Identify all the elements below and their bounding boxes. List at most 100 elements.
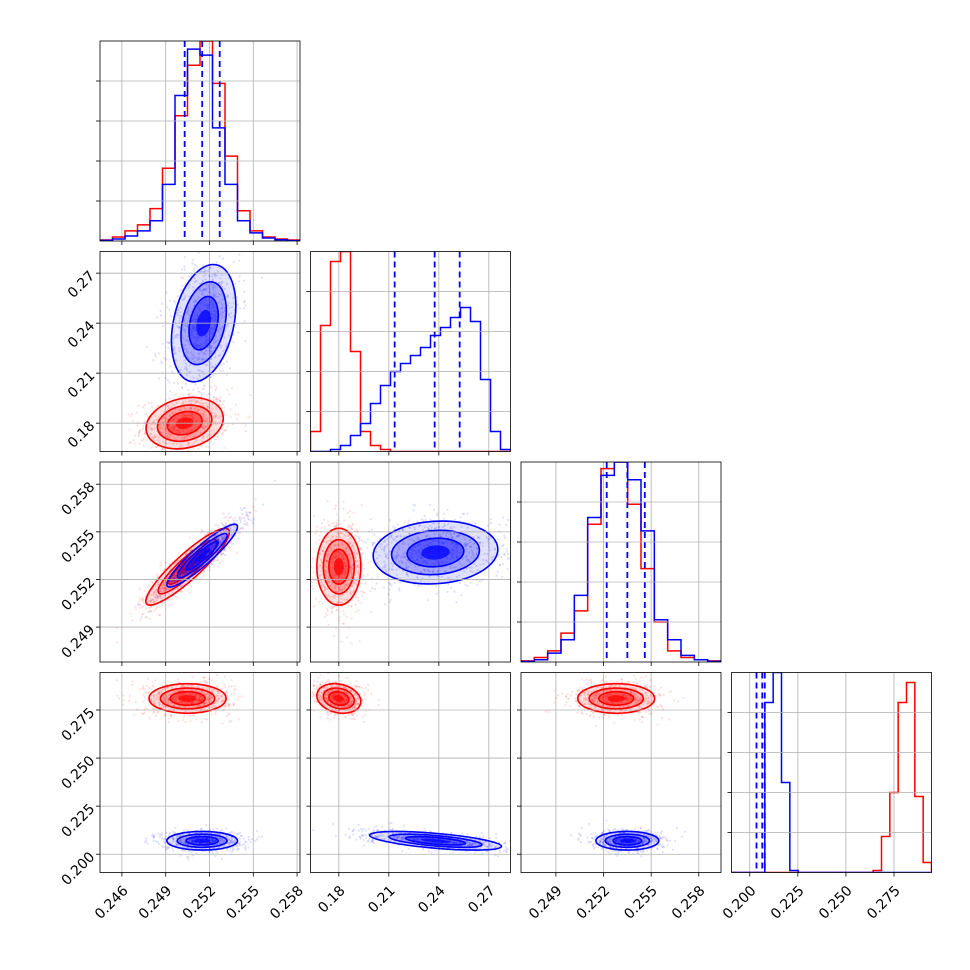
red-sample-point [175,684,179,688]
blue-sample-point [424,518,427,521]
red-sample-point [185,702,188,705]
red-sample-point [165,686,168,689]
blue-sample-point [391,525,394,528]
red-sample-point [194,423,197,426]
blue-sample-point [218,561,221,565]
blue-sample-point [394,558,398,561]
red-sample-point [151,405,154,409]
blue-sample-point [210,312,213,315]
red-sample-point [352,547,356,551]
panel-content [521,462,721,662]
blue-sample-point [465,544,468,547]
red-sample-point [210,713,213,716]
blue-sample-point [212,318,215,322]
red-sample-point [152,593,155,596]
red-sample-point [171,425,174,428]
red-sample-point [324,569,327,572]
blue-sample-point [230,533,233,537]
blue-sample-point [449,552,452,555]
panel-content [100,41,300,241]
blue-sample-point [384,546,387,549]
red-sample-point [326,609,329,613]
red-sample-point [331,581,334,584]
blue-sample-point [173,588,176,591]
blue-sample-point [173,580,176,583]
red-sample-point [202,574,206,577]
red-sample-point [334,552,337,555]
blue-contour [180,281,228,366]
blue-sample-point [243,301,246,304]
red-sample-point [189,412,192,415]
blue-sample-point [421,528,425,531]
red-sample-point [232,703,235,707]
blue-sample-point [373,588,377,591]
red-sample-point [202,692,206,695]
blue-sample-point [371,543,374,546]
red-sample-point [150,699,153,702]
blue-sample-point [497,538,500,541]
red-sample-point [174,695,177,699]
blue-sample-point [193,280,197,284]
blue-sample-point [435,526,438,529]
blue-sample-point [410,556,413,559]
red-sample-point [172,697,175,700]
red-sample-point [158,700,161,704]
red-sample-point [157,692,160,695]
red-sample-point [129,414,132,417]
y-tick-label: 0.255 [59,527,99,567]
red-sample-point [198,699,202,703]
blue-sample-point [193,277,196,280]
red-sample-point [176,587,179,590]
blue-sample-point [208,275,211,278]
red-contour [316,527,362,606]
red-sample-point [162,601,165,605]
red-sample-point [160,602,163,605]
red-sample-point [151,587,155,590]
red-sample-point [141,597,144,601]
red-sample-point [173,576,176,579]
blue-sample-point [210,345,213,348]
red-sample-point [142,685,145,688]
blue-sample-point [489,518,492,521]
red-sample-point [161,427,164,431]
red-sample-point [204,533,207,536]
blue-sample-point [215,340,218,343]
blue-sample-point [195,561,199,565]
red-sample-point [174,697,177,700]
red-sample-point [211,414,215,417]
blue-sample-point [154,595,157,598]
red-sample-point [196,408,199,411]
red-sample-point [167,423,170,426]
blue-sample-point [427,599,430,602]
red-sample-point [342,572,345,576]
red-sample-point [336,608,339,611]
red-sample-point [185,571,188,575]
blue-sample-point [145,594,148,597]
blue-sample-point [455,575,458,579]
red-sample-point [320,561,323,564]
blue-sample-point [194,328,197,331]
blue-sample-point [201,370,204,374]
red-sample-point [173,577,176,580]
red-sample-point [322,546,326,550]
red-histogram [310,251,511,452]
red-sample-point [118,697,121,700]
red-sample-point [343,573,347,576]
red-sample-point [206,698,210,702]
red-sample-point [190,408,193,412]
red-sample-point [171,597,174,600]
blue-sample-point [196,337,199,340]
blue-sample-point [208,302,211,305]
blue-sample-point [214,542,217,545]
red-sample-point [128,699,131,703]
red-sample-point [348,537,351,540]
red-sample-point [213,688,216,692]
blue-sample-point [342,567,345,571]
blue-sample-point [440,541,443,544]
red-sample-point [195,699,198,702]
blue-sample-point [211,563,214,566]
red-sample-point [192,418,195,421]
blue-sample-point [210,365,213,368]
blue-sample-point [201,387,204,390]
blue-sample-point [173,576,176,579]
